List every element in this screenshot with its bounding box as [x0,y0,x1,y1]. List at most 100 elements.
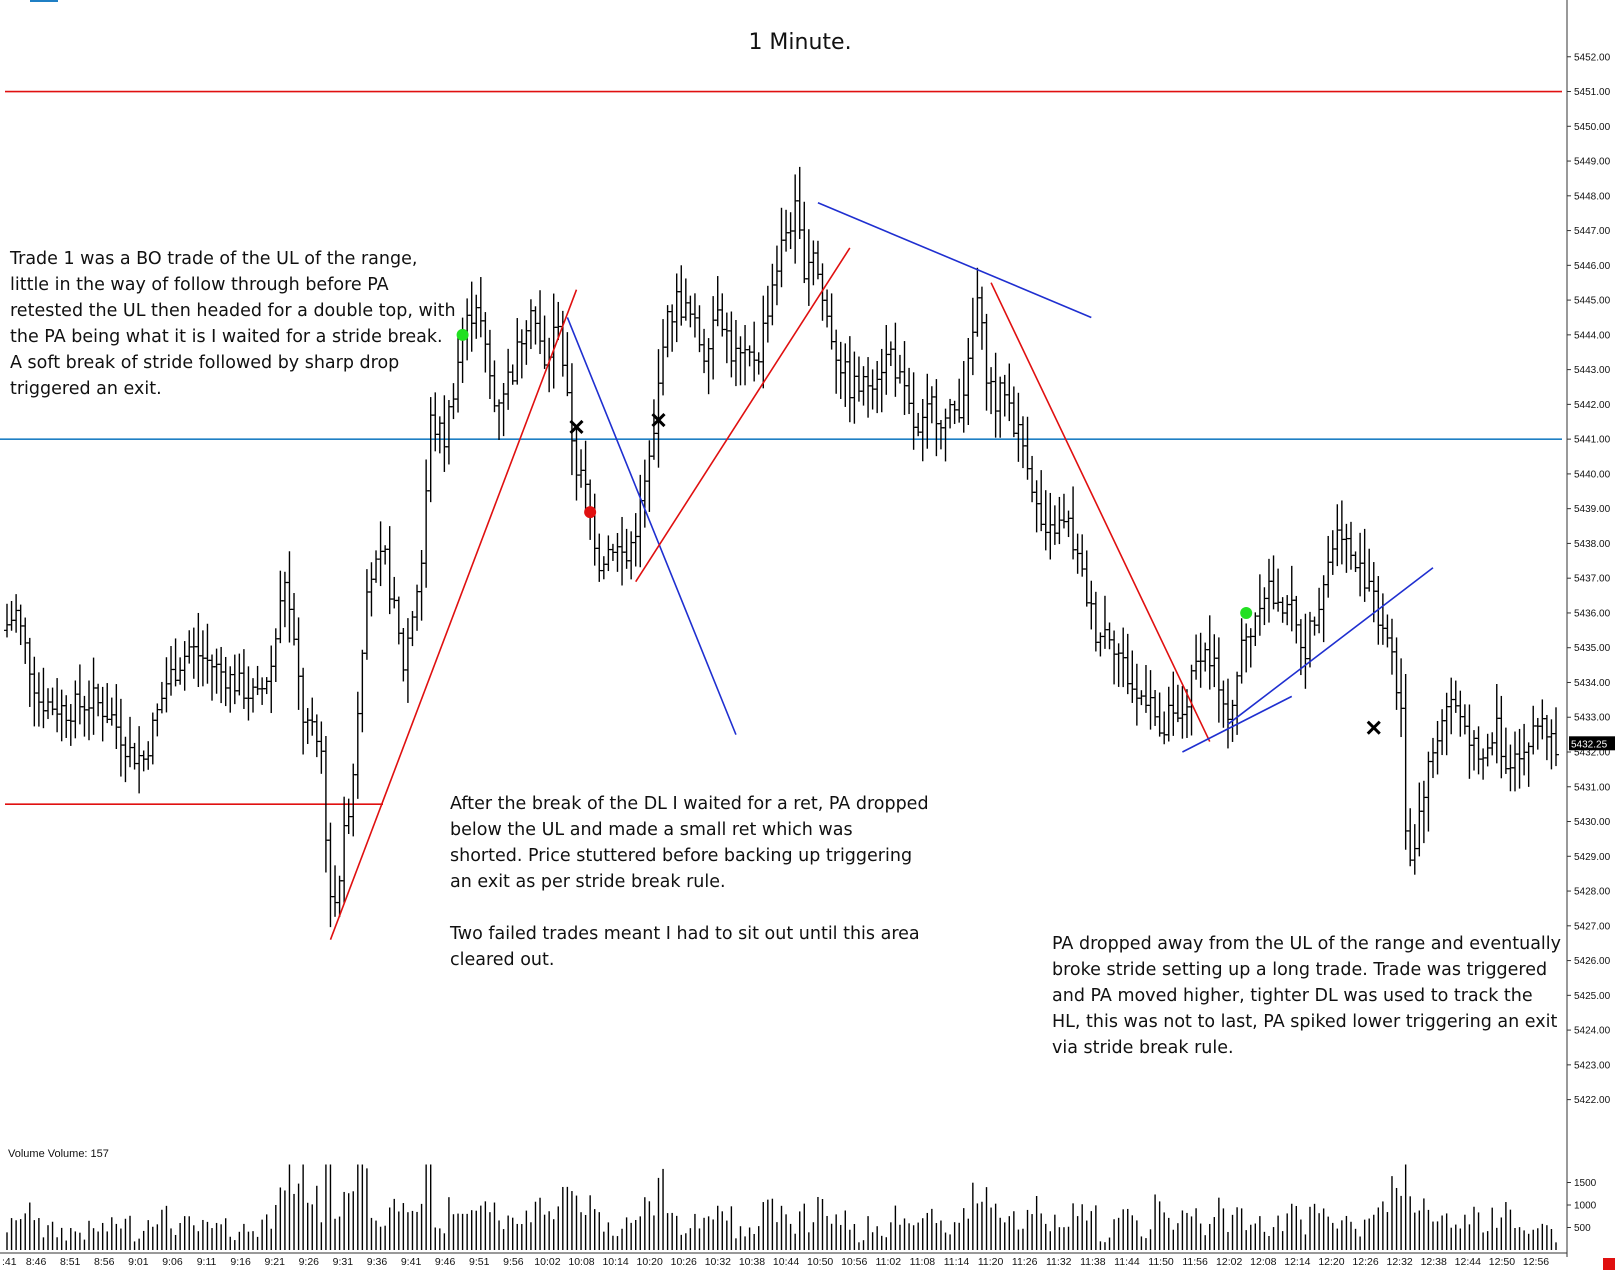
x-tick-label: 9:31 [333,1256,354,1268]
y-tick-label: 5443.00 [1574,365,1611,376]
y-tick-label: 5438.00 [1574,539,1611,550]
y-tick-label: 5429.00 [1574,852,1611,863]
x-tick-label: 10:44 [773,1256,799,1268]
trendline [1227,567,1434,725]
x-tick-label: :41 [2,1256,17,1268]
x-tick-label: 11:38 [1080,1256,1106,1268]
x-tick-label: 9:06 [162,1256,183,1268]
x-tick-label: 10:20 [637,1256,663,1268]
last-price-box [1569,736,1615,751]
x-tick-label: 12:50 [1489,1256,1515,1268]
y-tick-label: 5439.00 [1574,504,1611,515]
y-tick-label: 5449.00 [1574,157,1611,168]
x-tick-label: 11:26 [1012,1256,1038,1268]
x-tick-label: 9:26 [299,1256,320,1268]
x-tick-label: 10:02 [534,1256,560,1268]
x-tick-label: 12:56 [1523,1256,1549,1268]
x-tick-label: 8:56 [94,1256,115,1268]
y-tick-label: 5452.00 [1574,52,1611,63]
x-tick-label: 10:08 [568,1256,594,1268]
x-tick-label: 8:51 [60,1256,81,1268]
y-tick-label: 5433.00 [1574,713,1611,724]
long-entry-dot [1240,606,1253,619]
x-tick-label: 11:20 [978,1256,1004,1268]
x-tick-label: 9:36 [367,1256,388,1268]
x-tick-label: 9:01 [128,1256,149,1268]
y-tick-label: 5435.00 [1574,643,1611,654]
y-tick-label: 5446.00 [1574,261,1611,272]
y-tick-label: 5431.00 [1574,782,1611,793]
trendline [1182,695,1293,753]
y-tick-label: 5440.00 [1574,469,1611,480]
y-tick-label: 5422.00 [1574,1095,1611,1106]
x-tick-label: 12:08 [1250,1256,1276,1268]
trendline [990,282,1211,742]
y-tick-label: 5432.00 [1574,748,1611,759]
exit-x-marker [651,412,666,428]
x-tick-label: 11:32 [1046,1256,1072,1268]
y-tick-label: 5425.00 [1574,991,1611,1002]
x-tick-label: 10:56 [841,1256,867,1268]
x-tick-label: 9:11 [197,1256,217,1268]
x-tick-label: 10:14 [602,1256,628,1268]
exit-x-marker [1366,720,1381,735]
annotation-trade-1: Trade 1 was a BO trade of the UL of the … [10,249,456,399]
volume-label: Volume Volume: 157 [8,1148,109,1160]
trendline [329,289,578,940]
y-tick-label: 5450.00 [1574,122,1611,133]
x-tick-label: 12:32 [1387,1256,1413,1268]
y-tick-label: 5451.00 [1574,87,1611,98]
y-tick-label: 5426.00 [1574,956,1611,967]
x-tick-label: 11:08 [910,1256,936,1268]
y-tick-label: 5424.00 [1574,1026,1611,1037]
x-tick-label: 9:46 [435,1256,456,1268]
x-tick-label: 11:50 [1148,1256,1174,1268]
y-tick-label: 5445.00 [1574,296,1611,307]
x-tick-label: 11:02 [876,1256,902,1268]
x-tick-label: 12:38 [1421,1256,1447,1268]
last-price-label: 5432.25 [1571,739,1608,750]
y-tick-label: 5442.00 [1574,400,1611,411]
x-tick-label: 11:14 [944,1256,970,1268]
short-entry-dot [584,506,597,519]
y-tick-label: 5448.00 [1574,191,1611,202]
x-tick-label: 12:20 [1318,1256,1344,1268]
x-tick-label: 10:38 [739,1256,765,1268]
x-tick-label: 10:32 [705,1256,731,1268]
x-tick-label: 11:44 [1114,1256,1140,1268]
x-tick-label: 9:21 [264,1256,285,1268]
x-tick-label: 9:16 [230,1256,251,1268]
chart-title: 1 Minute. [748,30,852,55]
x-tick-label: 12:26 [1352,1256,1378,1268]
trendline [635,247,851,583]
x-tick-label: 12:14 [1284,1256,1310,1268]
x-tick-label: 10:26 [671,1256,697,1268]
annotation-trade-3: PA dropped away from the UL of the range… [1052,934,1562,1058]
y-tick-label: 5437.00 [1574,574,1611,585]
y-tick-label: 5447.00 [1574,226,1611,237]
x-tick-label: 12:44 [1455,1256,1481,1268]
x-tick-label: 8:46 [26,1256,47,1268]
y-tick-label: 5444.00 [1574,330,1611,341]
y-tick-label: 5423.00 [1574,1060,1611,1071]
annotation-trade-2: After the break of the DL I waited for a… [450,794,929,970]
x-tick-label: 12:02 [1216,1256,1242,1268]
x-tick-label: 9:56 [503,1256,524,1268]
corner-indicator [1603,1258,1615,1270]
x-tick-label: 11:56 [1182,1256,1208,1268]
long-entry-dot [456,328,469,341]
y-tick-label: 5427.00 [1574,921,1611,932]
x-tick-label: 10:50 [807,1256,833,1268]
trendline [817,202,1092,319]
trendline [566,317,737,735]
x-tick-label: 9:41 [401,1256,422,1268]
volume-tick-label: 1500 [1574,1178,1597,1189]
volume-tick-label: 1000 [1574,1201,1597,1212]
y-tick-label: 5441.00 [1574,435,1611,446]
exit-x-marker [569,419,584,435]
x-tick-label: 9:51 [469,1256,490,1268]
y-tick-label: 5428.00 [1574,887,1611,898]
volume-tick-label: 500 [1574,1223,1591,1234]
